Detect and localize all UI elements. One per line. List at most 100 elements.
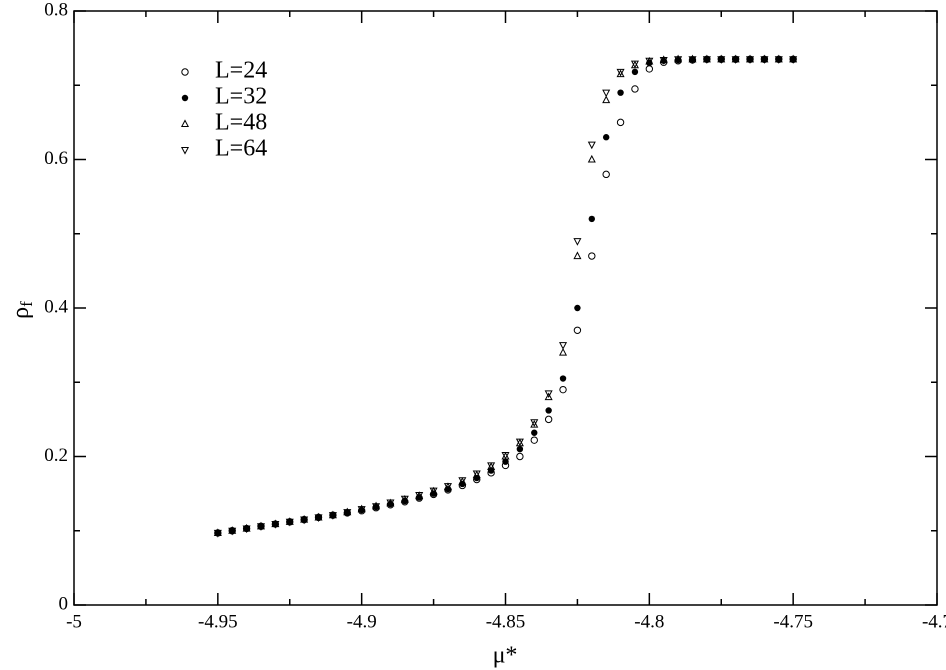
data-point bbox=[487, 462, 496, 471]
y-tick-label: 0.4 bbox=[44, 296, 68, 317]
y-tick-label: 0.8 bbox=[44, 0, 68, 20]
data-point bbox=[229, 527, 236, 534]
data-point bbox=[659, 56, 668, 65]
data-point bbox=[544, 390, 553, 398]
legend-marker bbox=[180, 146, 190, 155]
data-point bbox=[630, 60, 639, 69]
data-point bbox=[761, 56, 768, 63]
data-point bbox=[530, 419, 539, 428]
legend-label: L=32 bbox=[215, 84, 267, 110]
data-point bbox=[300, 516, 308, 523]
data-point bbox=[315, 514, 322, 521]
data-point bbox=[616, 118, 625, 127]
data-point bbox=[602, 89, 611, 98]
legend-label: L=64 bbox=[215, 136, 267, 162]
data-point bbox=[300, 516, 309, 525]
data-point bbox=[746, 56, 754, 63]
x-tick-label: -4.75 bbox=[773, 611, 813, 632]
data-point bbox=[544, 392, 553, 401]
legend-marker bbox=[181, 68, 189, 76]
data-point bbox=[530, 419, 539, 427]
data-point bbox=[400, 495, 409, 504]
data-point bbox=[242, 525, 251, 534]
data-point bbox=[515, 438, 524, 447]
data-point bbox=[228, 527, 237, 536]
data-point bbox=[386, 499, 395, 508]
data-point bbox=[502, 458, 509, 465]
data-point bbox=[718, 56, 725, 63]
data-point bbox=[588, 215, 595, 223]
data-point bbox=[214, 529, 222, 537]
data-point bbox=[587, 141, 596, 150]
data-point bbox=[602, 170, 610, 179]
plot-frame bbox=[73, 10, 938, 606]
data-point bbox=[573, 238, 582, 246]
data-point bbox=[458, 477, 467, 485]
data-point bbox=[617, 89, 624, 96]
data-point bbox=[688, 56, 697, 64]
y-tick-label: 0.6 bbox=[44, 148, 68, 169]
x-tick-label: -4.85 bbox=[486, 611, 526, 632]
data-point bbox=[717, 56, 726, 64]
data-point bbox=[616, 68, 625, 77]
x-tick-label: -4.9 bbox=[347, 611, 377, 632]
data-point bbox=[573, 251, 582, 260]
data-point bbox=[286, 518, 293, 526]
data-point bbox=[631, 68, 639, 76]
data-point bbox=[357, 506, 366, 514]
data-point bbox=[775, 56, 782, 63]
data-point bbox=[516, 452, 524, 461]
data-point bbox=[314, 514, 323, 522]
data-point bbox=[531, 429, 538, 436]
data-point bbox=[285, 518, 294, 527]
data-point bbox=[731, 56, 740, 64]
data-point bbox=[256, 523, 266, 531]
data-point bbox=[257, 523, 265, 530]
data-point bbox=[272, 520, 279, 528]
x-axis-label: μ* bbox=[493, 643, 518, 669]
legend-label: L=24 bbox=[215, 58, 267, 84]
legend-marker bbox=[180, 119, 190, 128]
data-point bbox=[328, 512, 337, 520]
data-point bbox=[429, 487, 438, 496]
data-point bbox=[631, 85, 639, 93]
data-point bbox=[588, 252, 596, 260]
data-point bbox=[573, 326, 582, 334]
data-point bbox=[602, 95, 611, 104]
data-point bbox=[213, 529, 222, 538]
data-point bbox=[674, 56, 683, 64]
data-point bbox=[545, 407, 552, 414]
data-point bbox=[559, 385, 567, 394]
data-point bbox=[343, 509, 352, 517]
data-point bbox=[472, 470, 481, 479]
legend-marker bbox=[181, 94, 189, 102]
data-point bbox=[559, 347, 568, 356]
data-point bbox=[789, 56, 797, 63]
y-tick-label: 0.2 bbox=[44, 445, 68, 466]
data-point bbox=[645, 57, 654, 66]
data-point bbox=[516, 445, 524, 453]
x-tick-label: -4.95 bbox=[198, 611, 238, 632]
data-point bbox=[372, 503, 381, 511]
data-point bbox=[745, 56, 755, 64]
x-tick-label: -4.7 bbox=[922, 611, 946, 632]
data-point bbox=[530, 436, 538, 444]
data-point bbox=[760, 56, 769, 64]
data-point bbox=[616, 69, 625, 78]
data-point bbox=[702, 56, 711, 64]
data-point bbox=[645, 65, 654, 73]
data-point bbox=[243, 525, 250, 532]
y-axis-label-sub: f bbox=[17, 301, 36, 307]
data-point bbox=[732, 56, 739, 63]
data-point bbox=[559, 375, 567, 382]
data-point bbox=[501, 451, 510, 460]
x-tick-label: -5 bbox=[66, 611, 82, 632]
legend-label: L=48 bbox=[215, 110, 267, 136]
data-point bbox=[329, 511, 337, 519]
y-tick-label: 0 bbox=[59, 593, 69, 614]
data-point bbox=[415, 492, 424, 500]
data-point bbox=[544, 415, 553, 424]
data-point bbox=[689, 56, 696, 63]
x-tick-label: -4.8 bbox=[634, 611, 664, 632]
